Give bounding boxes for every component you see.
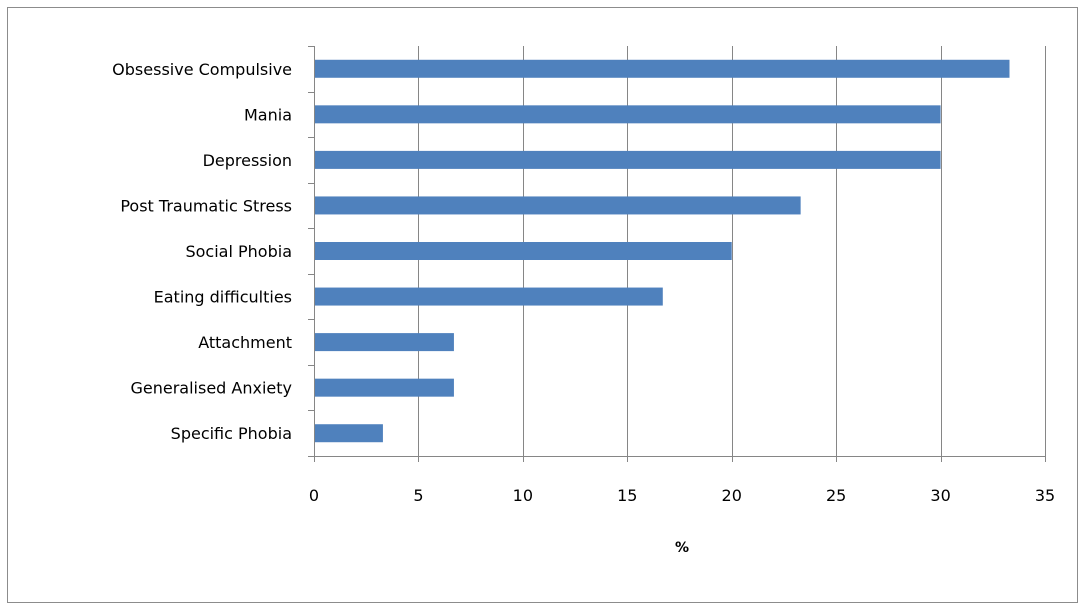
x-tick-label: 10	[513, 486, 533, 505]
x-tick-label: 0	[309, 486, 319, 505]
labels: 0 5 10 15 20 25 30 35 Obsessive Compulsive Mania D…	[112, 60, 1055, 505]
x-tick-label: 35	[1035, 486, 1055, 505]
bar	[315, 150, 941, 169]
bar	[315, 196, 801, 215]
x-tick-label: 5	[413, 486, 423, 505]
x-tick-label: 15	[617, 486, 637, 505]
bar	[315, 333, 454, 352]
category-label: Post Traumatic Stress	[120, 196, 292, 215]
category-label: Mania	[244, 105, 292, 124]
bar	[315, 424, 383, 443]
category-label: Obsessive Compulsive	[112, 60, 292, 79]
category-label: Generalised Anxiety	[130, 379, 292, 398]
x-tick-label: 30	[930, 486, 950, 505]
x-tick-label: 20	[722, 486, 742, 505]
category-label: Depression	[203, 151, 292, 170]
bar	[315, 242, 732, 260]
category-label: Specific Phobia	[171, 424, 292, 443]
bars	[315, 59, 1010, 443]
category-label: Attachment	[198, 333, 292, 352]
x-axis-title: %	[675, 540, 689, 556]
bar	[315, 105, 941, 124]
x-tick-label: 25	[826, 486, 846, 505]
category-label: Eating difficulties	[154, 288, 292, 307]
axes	[308, 46, 1046, 462]
bar	[315, 59, 1010, 78]
category-label: Social Phobia	[185, 242, 292, 261]
bar	[315, 287, 663, 306]
bar	[315, 378, 454, 397]
